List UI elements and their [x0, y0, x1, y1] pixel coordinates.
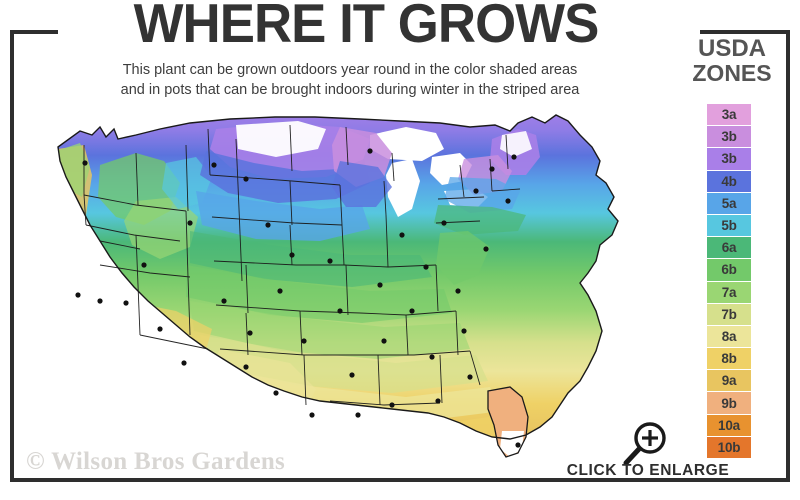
map-coldest-unshaded-north — [236, 121, 326, 157]
map-wisconsin-blue — [332, 161, 392, 207]
map-mid-south-band — [190, 301, 470, 359]
legend-swatch: 6b — [707, 259, 751, 282]
subtitle-line-1: This plant can be grown outdoors year ro… — [122, 62, 578, 78]
map-lake-michigan — [386, 159, 420, 217]
legend-swatch: 7b — [707, 303, 751, 326]
watermark: © Wilson Bros Gardens — [26, 448, 286, 475]
map-great-basin-band — [124, 197, 198, 259]
map-south-texas-band — [238, 393, 312, 439]
subtitle-line-2: and in pots that can be brought indoors … — [120, 82, 580, 98]
map-maine-unshaded — [500, 131, 532, 157]
map-florida-peninsula — [487, 386, 529, 458]
map-state-boundaries — [83, 124, 521, 406]
map-national-outline — [57, 114, 619, 440]
legend-swatch: 9b — [707, 392, 751, 415]
legend-swatch: 7a — [707, 281, 751, 304]
legend-swatch: 3a — [707, 104, 751, 127]
legend-swatch: 5b — [707, 214, 751, 238]
legend-swatch-list: 3a 3b 3b 4b 5a 5b 6a 6b 7a 7b 8a 8b 9a 9b 10a 10b — [707, 104, 751, 459]
map-city-dots — [75, 148, 521, 448]
map-pacific-northwest-band — [58, 143, 90, 197]
frame-right-segment — [786, 30, 790, 482]
legend-swatch: 10b — [707, 436, 751, 459]
hardiness-zone-map[interactable] — [40, 105, 660, 465]
legend-swatch: 9a — [707, 370, 751, 393]
frame-top-left-segment — [10, 30, 58, 34]
map-california-coast-band — [62, 275, 110, 373]
legend-swatch: 8a — [707, 325, 751, 349]
legend-swatch: 6a — [707, 237, 751, 260]
frame-top-right-segment — [700, 30, 790, 34]
legend-swatch: 3b — [707, 148, 751, 171]
legend-heading: USDA ZONES — [676, 36, 788, 86]
map-florida-outline — [487, 386, 529, 458]
map-dakotas-blue-band — [200, 151, 370, 203]
map-lower-midwest-green-band — [186, 265, 452, 323]
legend-swatch: 3b — [707, 126, 751, 149]
legend-swatch: 4b — [707, 170, 751, 193]
legend-swatch: 5a — [707, 192, 751, 215]
map-appalachian-band — [436, 231, 490, 285]
frame-left-segment — [10, 30, 14, 482]
click-to-enlarge-label[interactable]: CLICK TO ENLARGE — [566, 462, 730, 479]
legend-heading-line-2: ZONES — [692, 60, 772, 86]
subtitle: This plant can be grown outdoors year ro… — [40, 60, 660, 100]
magnifier-plus-icon[interactable] — [619, 419, 673, 469]
map-mid-atlantic-green-band — [434, 205, 526, 235]
map-midwest-green-band — [190, 231, 432, 287]
legend-heading-line-1: USDA — [697, 35, 766, 62]
page-title: WHERE IT GROWS — [133, 0, 600, 54]
legend-swatch: 8b — [707, 348, 751, 371]
frame-bottom-segment — [10, 478, 790, 482]
legend-swatch: 10a — [707, 414, 751, 437]
